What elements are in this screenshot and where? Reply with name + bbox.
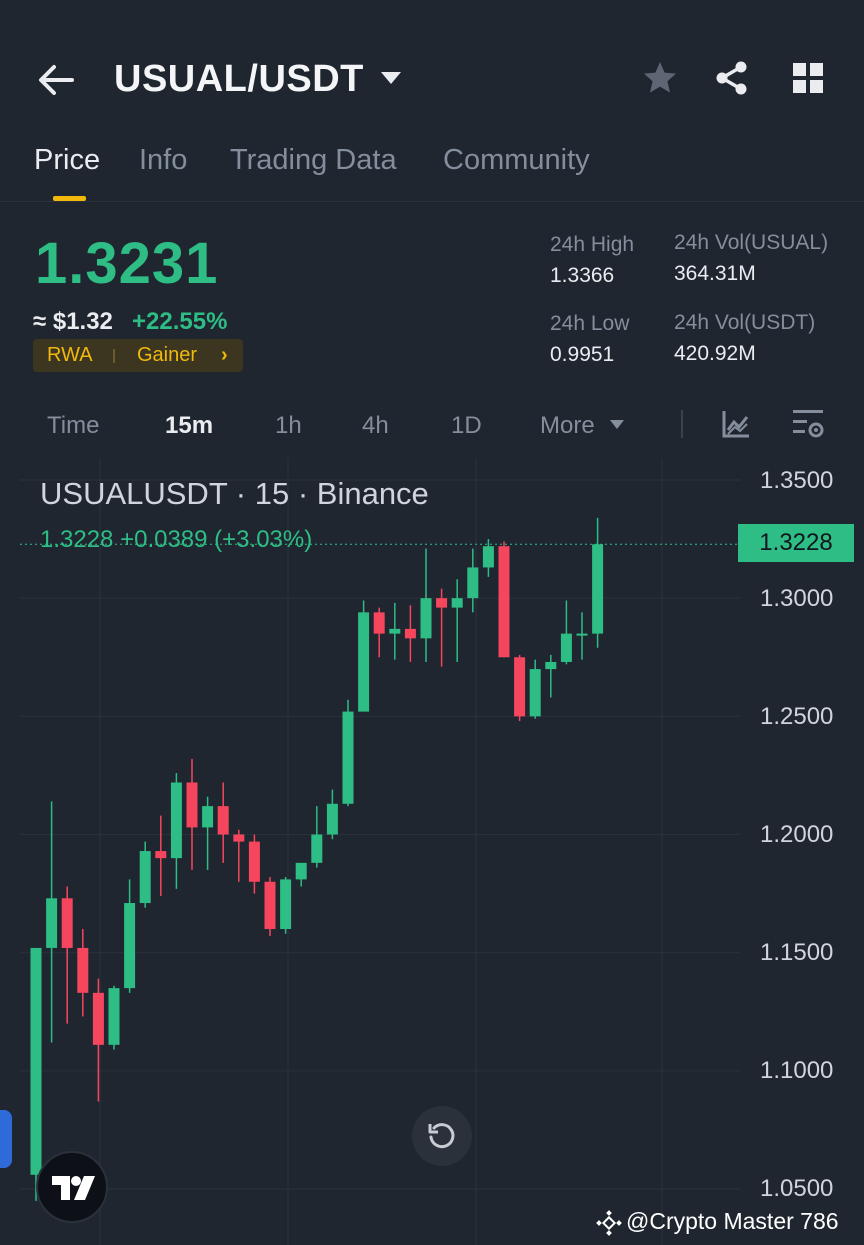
tab-info[interactable]: Info [139,144,188,176]
candle-up [139,851,151,904]
candle-up [592,544,604,634]
candle-up [202,806,214,828]
stat-vol-quote-label: 24h Vol(USDT) [674,311,816,334]
y-tick-label: 1.1000 [760,1057,834,1084]
interval-divider [681,410,683,438]
stat-vol-base-label: 24h Vol(USUAL) [674,231,829,254]
tab-community[interactable]: Community [443,144,590,176]
price-chart[interactable]: USUALUSDT · 15 · Binance 1.3228 +0.0389 … [0,458,864,1245]
candle-down [77,947,89,993]
binance-logo-icon [596,1210,622,1236]
candle-up [280,879,292,930]
tradingview-logo-icon [52,1176,95,1200]
candle-up [311,834,323,863]
stat-vol-base-value: 364.31M [674,262,756,285]
price-usd: ≈ $1.32 [33,308,113,335]
candle-up [30,947,42,1175]
active-tab-indicator [53,196,86,201]
candle-down [373,612,385,634]
candle-up [46,898,58,948]
candle-down [514,657,526,717]
stat-low-value: 0.9951 [550,343,615,366]
y-tick-label: 1.3000 [760,585,834,612]
candle-up [108,988,120,1045]
price-change-percent: +22.55% [132,308,228,335]
candle-up [342,711,354,804]
side-panel-handle[interactable] [0,1110,12,1168]
candle-down [404,628,416,639]
chevron-right-icon: › [221,344,228,366]
candle-down [233,834,245,842]
interval-bar: Time 15m 1h 4h 1D More [0,400,864,456]
stat-high-value: 1.3366 [550,264,615,287]
candle-up [529,669,541,717]
candle-up [560,633,572,662]
top-bar: USUAL/USDT [0,40,864,120]
candle-up [451,598,463,608]
candle-up [170,782,182,859]
candle-down [217,806,229,835]
y-tick-label: 1.1500 [760,939,834,966]
candle-down [248,841,260,882]
stat-low-label: 24h Low [550,312,630,335]
pair-title[interactable]: USUAL/USDT [114,58,364,100]
tag-divider [113,349,115,363]
y-tick-label: 1.3500 [760,467,834,494]
chart-title: USUALUSDT · 15 · Binance [40,476,429,511]
more-caret-icon [610,420,624,429]
tradingview-logo [36,1151,108,1223]
candle-down [92,992,104,1045]
candle-down [61,898,73,948]
interval-1h[interactable]: 1h [275,412,302,439]
favorite-star-icon[interactable] [642,60,678,96]
interval-15m[interactable]: 15m [165,412,214,439]
ohlc-readout: 1.3228 +0.0389 (+3.03%) [40,526,313,553]
chart-settings-icon[interactable] [790,406,826,442]
last-price: 1.3231 [35,231,219,296]
candle-up [389,628,401,634]
section-tabs: Price Info Trading Data Community [0,140,864,202]
y-tick-label: 1.2500 [760,703,834,730]
candle-down [155,851,167,859]
stat-high-label: 24h High [550,233,635,256]
candle-up [358,612,370,712]
y-tick-label: 1.0500 [760,1175,834,1202]
candle-up [576,633,588,636]
pair-dropdown-icon[interactable] [380,70,402,86]
candle-up [326,803,338,835]
tag-row[interactable]: RWA Gainer › [33,339,243,372]
tab-price[interactable]: Price [34,144,101,176]
reset-icon [428,1123,455,1149]
candle-down [498,546,510,658]
share-icon[interactable] [714,60,750,96]
candle-up [545,661,557,670]
tag-rwa[interactable]: RWA [47,344,93,366]
candle-down [264,881,276,930]
interval-time[interactable]: Time [47,412,100,439]
candle-down [436,598,448,608]
candle-up [124,903,136,989]
candle-up [420,598,432,639]
interval-4h[interactable]: 4h [362,412,389,439]
watermark: @Crypto Master 786 [626,1208,839,1234]
grid-menu-icon[interactable] [790,60,826,96]
interval-more[interactable]: More [540,412,595,439]
tab-trading-data[interactable]: Trading Data [230,144,397,176]
reset-chart-button[interactable] [412,1106,472,1166]
candle-down [186,782,198,828]
back-arrow-icon[interactable] [36,62,76,98]
candle-up [482,546,494,568]
y-tick-label: 1.2000 [760,821,834,848]
current-price-tag: 1.3228 [738,524,854,562]
candle-up [467,567,479,599]
indicator-icon[interactable] [720,408,752,440]
interval-1d[interactable]: 1D [451,412,482,439]
candle-up [295,862,307,880]
candlestick-chart[interactable] [0,458,864,1245]
stat-vol-quote-value: 420.92M [674,342,756,365]
tag-gainer[interactable]: Gainer [137,344,198,366]
